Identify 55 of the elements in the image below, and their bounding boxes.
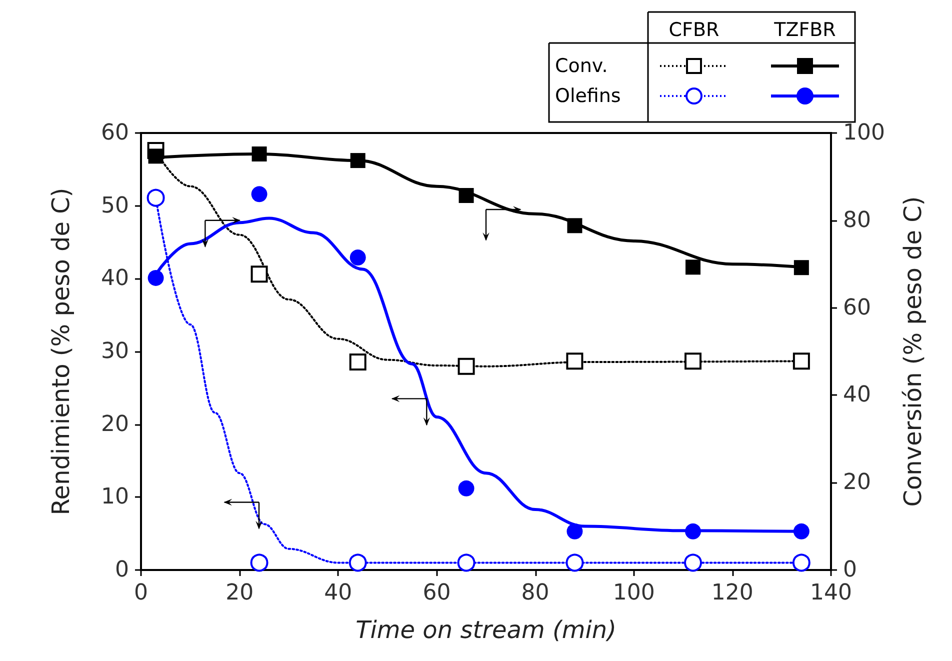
point (251, 186, 268, 202)
y-tick-label: 10 (101, 484, 129, 510)
point (684, 352, 702, 370)
point (146, 188, 165, 207)
point (349, 353, 366, 370)
point (793, 523, 810, 540)
y-tick-label: 30 (101, 339, 129, 364)
y-tick-label: 50 (101, 193, 129, 218)
y2-tick-label: 0 (843, 558, 857, 582)
point (566, 554, 584, 572)
point (250, 554, 268, 572)
point (685, 523, 701, 540)
y-axis-title: Rendimiento (% peso de C) (47, 188, 75, 516)
text: Conv. (555, 55, 608, 77)
y2-tick-label: 80 (843, 208, 871, 233)
point (458, 480, 474, 496)
y2-tick-label: 40 (843, 382, 871, 408)
y2-axis-title: Conversión (% peso de C) (899, 196, 927, 507)
point (566, 523, 583, 540)
y-tick-label: 40 (101, 266, 129, 292)
x-tick-label: 0 (134, 580, 148, 606)
point (566, 352, 584, 370)
x-tick-label: 20 (226, 580, 254, 606)
x-tick-label: 80 (521, 580, 550, 606)
y-tick-label: 0 (115, 558, 129, 582)
text: TZFBR (773, 19, 836, 41)
point (148, 148, 164, 164)
x-axis-title: Time on stream (min) (356, 616, 616, 644)
point (458, 188, 474, 203)
x-tick-label: 100 (612, 580, 655, 606)
text: Olefins (555, 85, 621, 107)
text: CFBR (668, 19, 720, 41)
x-tick-label: 60 (422, 580, 451, 606)
point (250, 266, 268, 283)
point (792, 352, 810, 370)
point (458, 358, 475, 375)
point (684, 554, 702, 572)
point (350, 153, 366, 168)
point (148, 270, 164, 286)
point (686, 260, 700, 275)
y-tick-label: 20 (101, 412, 129, 437)
point (567, 218, 582, 234)
point (457, 554, 476, 572)
y2-tick-label: 60 (843, 295, 871, 320)
x-tick-label: 40 (324, 580, 352, 606)
y2-tick-label: 100 (843, 120, 885, 146)
point (252, 146, 267, 162)
x-tick-label: 120 (711, 580, 754, 606)
y2-tick-label: 20 (843, 470, 871, 496)
point (792, 554, 810, 572)
point (348, 554, 367, 572)
y-tick-label: 60 (101, 120, 129, 146)
x-tick-label: 140 (810, 580, 852, 606)
point (350, 250, 366, 266)
point (794, 260, 809, 276)
